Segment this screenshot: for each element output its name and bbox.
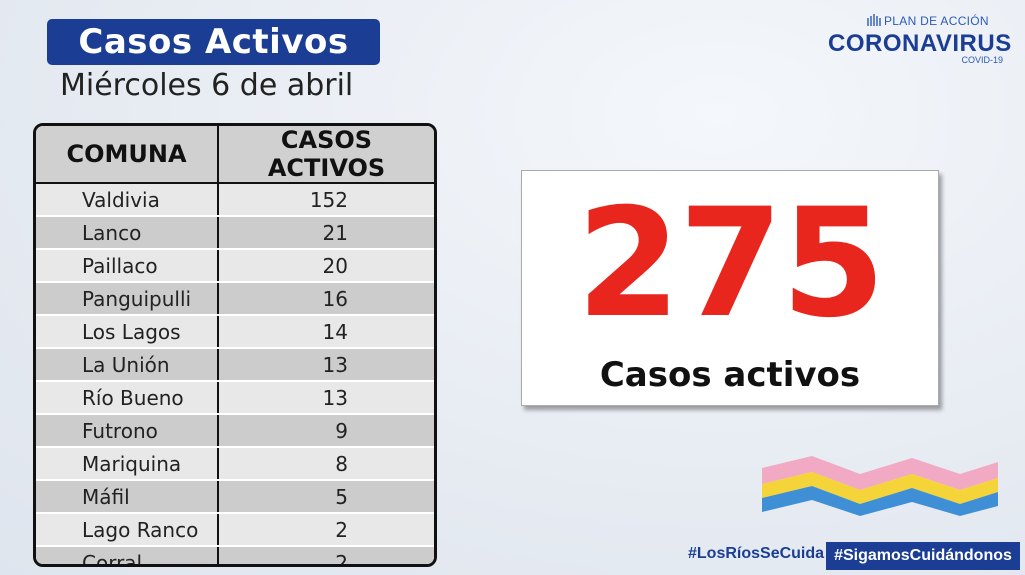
- date-subtitle: Miércoles 6 de abril: [60, 68, 354, 103]
- column-header-comuna: COMUNA: [36, 126, 219, 184]
- table-row: Futrono 9: [36, 414, 434, 448]
- logo-coronavirus-text: CORONAVIRUS: [828, 30, 1012, 57]
- casos-cell: 152: [218, 183, 434, 217]
- column-header-casos: CASOS ACTIVOS: [218, 126, 434, 184]
- table-row: Río Bueno 13: [36, 381, 434, 415]
- table-row: Lago Ranco 2: [36, 513, 434, 547]
- casos-cell: 2: [218, 513, 434, 547]
- comuna-cell: Panguipulli: [36, 282, 219, 316]
- government-emblem-icon: [867, 14, 881, 26]
- comuna-cell: La Unión: [36, 348, 219, 382]
- table-row: Máfil 5: [36, 480, 434, 514]
- rios-waves-logo-icon: [762, 456, 998, 516]
- casos-cell: 8: [218, 447, 434, 481]
- casos-cell: 21: [218, 216, 434, 250]
- table-row: Mariquina 8: [36, 447, 434, 481]
- logo-covid-text: COVID-19: [961, 55, 1003, 65]
- table-row: Los Lagos 14: [36, 315, 434, 349]
- total-cases-number: 275: [576, 177, 885, 351]
- comuna-cell: Mariquina: [36, 447, 219, 481]
- casos-cell: 20: [218, 249, 434, 283]
- comuna-cell: Paillaco: [36, 249, 219, 283]
- table-row: La Unión 13: [36, 348, 434, 382]
- casos-cell: 16: [218, 282, 434, 316]
- hashtag-sigamos: #SigamosCuidándonos: [826, 542, 1020, 570]
- casos-cell: 13: [218, 381, 434, 415]
- casos-cell: 9: [218, 414, 434, 448]
- casos-cell: 2: [218, 546, 434, 564]
- coronavirus-logo: PLAN DE ACCIÓN CORONAVIRUS COVID-19: [826, 10, 1011, 70]
- logo-plan-text: PLAN DE ACCIÓN: [884, 14, 989, 28]
- comuna-cell: Corral: [36, 546, 219, 564]
- casos-cell: 13: [218, 348, 434, 382]
- total-card: 275 Casos activos: [521, 170, 939, 406]
- comuna-cell: Máfil: [36, 480, 219, 514]
- cases-table: COMUNA CASOS ACTIVOS Valdivia 152 Lanco 21 P…: [33, 123, 437, 567]
- table-header-row: COMUNA CASOS ACTIVOS: [36, 126, 434, 184]
- casos-cell: 14: [218, 315, 434, 349]
- comuna-cell: Lanco: [36, 216, 219, 250]
- table-row: Panguipulli 16: [36, 282, 434, 316]
- comuna-cell: Los Lagos: [36, 315, 219, 349]
- comuna-cell: Río Bueno: [36, 381, 219, 415]
- table-row: Valdivia 152: [36, 183, 434, 217]
- page-title: Casos Activos: [47, 19, 380, 65]
- table-row: Paillaco 20: [36, 249, 434, 283]
- hashtag-losrios: #LosRíosSeCuida: [688, 545, 825, 562]
- table-row: Corral 2: [36, 546, 434, 564]
- comuna-cell: Futrono: [36, 414, 219, 448]
- comuna-cell: Lago Ranco: [36, 513, 219, 547]
- total-cases-label: Casos activos: [599, 355, 861, 395]
- comuna-cell: Valdivia: [36, 183, 219, 217]
- casos-cell: 5: [218, 480, 434, 514]
- table-row: Lanco 21: [36, 216, 434, 250]
